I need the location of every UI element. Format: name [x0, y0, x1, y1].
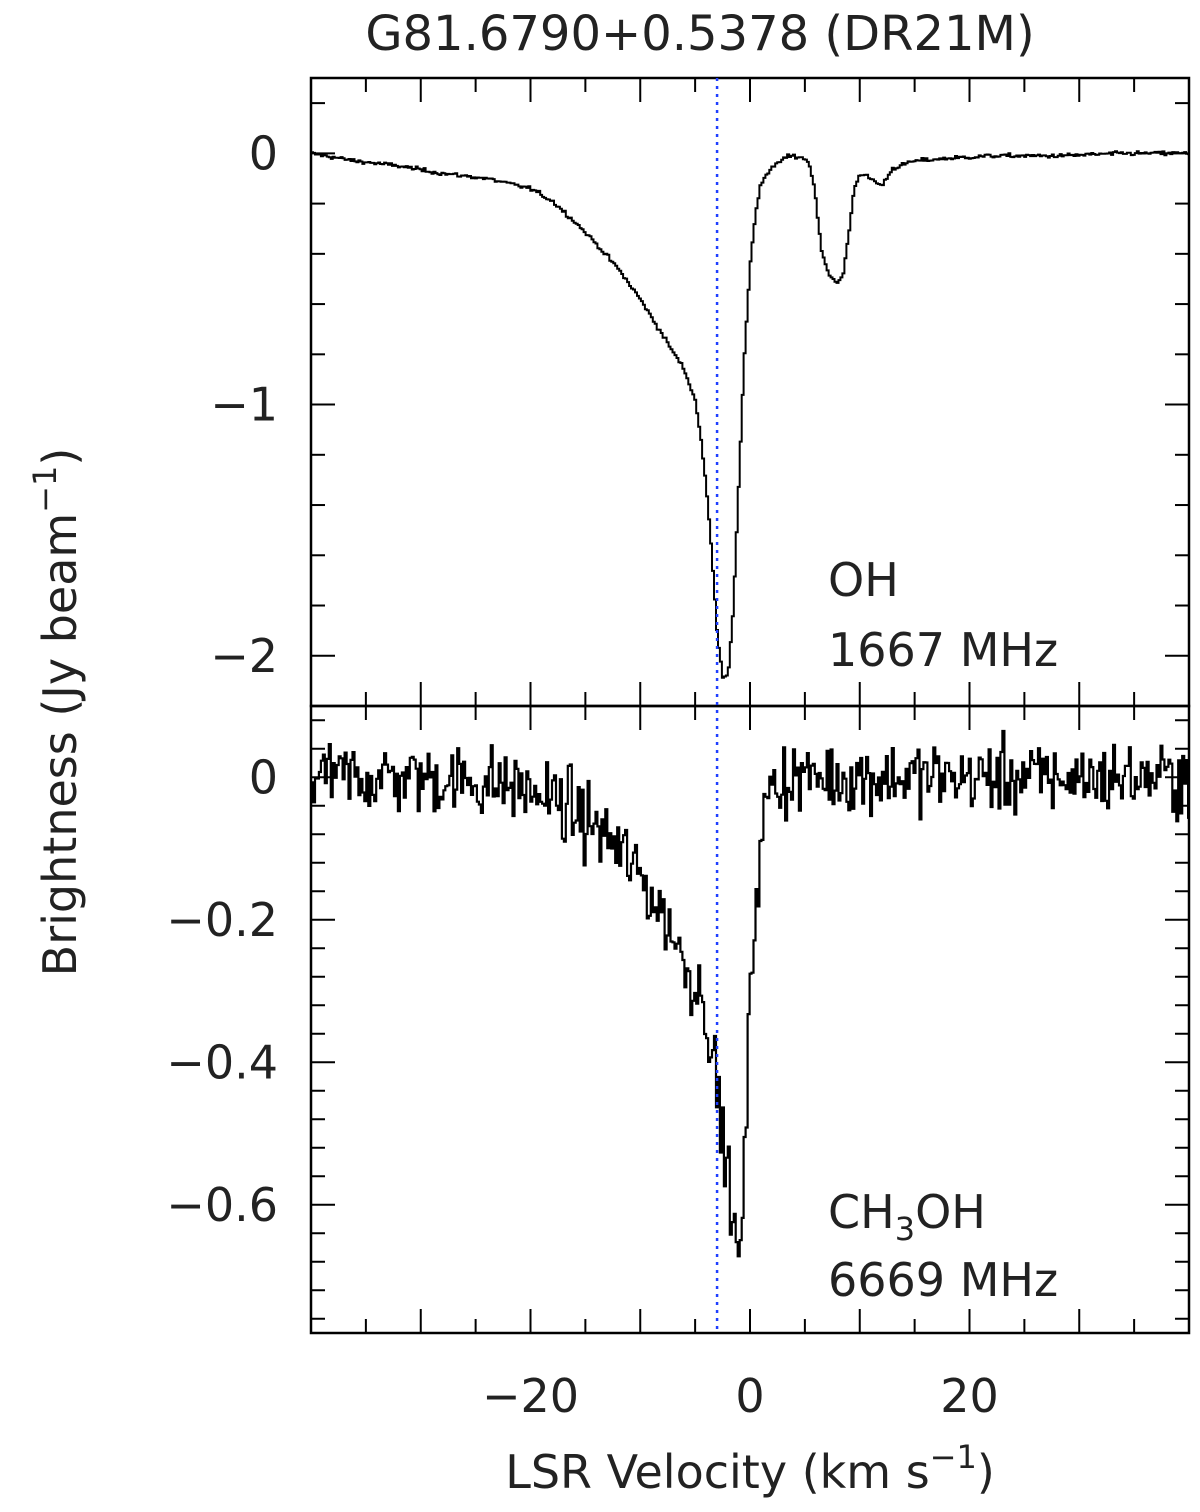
y-tick-label: −1 [210, 378, 278, 432]
y-axis-label-close: ) [33, 448, 87, 466]
panel-oh: 0 −1 −2 [210, 76, 1191, 708]
x-axis-label-text: LSR Velocity (km s [505, 1445, 929, 1499]
panel-ch3oh-label-line1: CH3OH [828, 1185, 986, 1248]
x-tick-label: −20 [482, 1369, 579, 1423]
panel-ch3oh-label-line2: 6669 MHz [828, 1253, 1058, 1307]
spectrum-line [311, 729, 1190, 1258]
panel-ch3oh-label-main: CH [828, 1185, 895, 1239]
y-tick-label: −2 [210, 629, 278, 683]
chart-title: G81.6790+0.5378 (DR21M) [365, 6, 1034, 62]
y-tick-label: −0.6 [166, 1178, 278, 1232]
x-axis-label: LSR Velocity (km s−1) [505, 1438, 995, 1499]
x-tick-label: 0 [735, 1369, 764, 1423]
y-tick-label: 0 [249, 126, 278, 180]
spectrum-line [311, 150, 1190, 679]
y-axis-label-text: Brightness (Jy beam [33, 513, 87, 977]
panel-ch3oh: 0 −0.2 −0.4 −0.6 [166, 704, 1191, 1335]
y-tick-label: −0.2 [166, 893, 278, 947]
panel-oh-label-line2: 1667 MHz [828, 623, 1058, 677]
x-axis-label-exponent: −1 [930, 1438, 977, 1476]
y-axis-label: Brightness (Jy beam−1) [26, 448, 87, 977]
x-axis-label-close: ) [977, 1445, 995, 1499]
y-tick-label: −0.4 [166, 1035, 278, 1089]
y-tick-label: 0 [249, 750, 278, 804]
x-tick-label: 20 [940, 1369, 999, 1423]
panel-ch3oh-label-rest: OH [915, 1185, 986, 1239]
y-axis-label-exponent: −1 [26, 466, 64, 513]
panel-ch3oh-label-subscript: 3 [895, 1210, 915, 1248]
panel-oh-label-line1: OH [828, 553, 899, 607]
